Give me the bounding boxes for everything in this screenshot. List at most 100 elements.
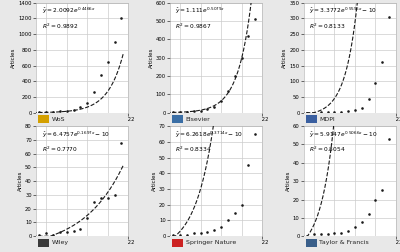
Point xyxy=(366,97,372,101)
Point xyxy=(204,230,211,234)
Point xyxy=(50,233,56,237)
Point xyxy=(177,233,183,237)
Text: $\hat{y} = 1.111e^{0.5079x}$: $\hat{y} = 1.111e^{0.5079x}$ xyxy=(175,6,226,16)
Y-axis label: Articles: Articles xyxy=(11,47,16,68)
Text: $\hat{y} = 6.2618e^{0.3714x} - 10$: $\hat{y} = 6.2618e^{0.3714x} - 10$ xyxy=(175,129,244,140)
Point xyxy=(118,141,125,145)
Text: $\hat{y} = 6.4757e^{0.1697x} - 10$: $\hat{y} = 6.4757e^{0.1697x} - 10$ xyxy=(42,129,110,140)
Point xyxy=(297,111,304,115)
Point xyxy=(372,81,379,85)
Text: $\hat{y} = 3.3772e^{0.5596x} - 10$: $\hat{y} = 3.3772e^{0.5596x} - 10$ xyxy=(309,6,377,16)
Point xyxy=(112,40,118,44)
Point xyxy=(70,229,77,233)
Point xyxy=(77,105,84,109)
Point xyxy=(43,232,50,236)
Point xyxy=(36,110,43,114)
Y-axis label: Articles: Articles xyxy=(152,171,157,191)
Text: $R^2 = 0.9867$: $R^2 = 0.9867$ xyxy=(175,21,212,30)
Text: Taylor & Francis: Taylor & Francis xyxy=(319,240,369,245)
Point xyxy=(36,233,43,237)
Point xyxy=(211,228,218,232)
Point xyxy=(331,110,338,114)
Point xyxy=(198,231,204,235)
Point xyxy=(297,234,304,238)
Point xyxy=(163,234,170,238)
Point xyxy=(104,196,111,200)
FancyBboxPatch shape xyxy=(38,115,49,123)
Point xyxy=(379,60,386,65)
Point xyxy=(345,109,351,113)
Point xyxy=(50,110,56,114)
Point xyxy=(345,229,351,233)
Point xyxy=(359,219,365,224)
FancyBboxPatch shape xyxy=(306,115,317,123)
Point xyxy=(225,89,231,93)
Point xyxy=(386,15,392,19)
Point xyxy=(238,203,245,207)
Point xyxy=(331,231,338,235)
Point xyxy=(352,108,358,112)
Point xyxy=(211,105,218,109)
Point xyxy=(177,110,183,114)
Text: $R^2 = 0.8054$: $R^2 = 0.8054$ xyxy=(309,145,346,154)
Point xyxy=(64,109,70,113)
Point xyxy=(91,89,97,93)
Point xyxy=(190,109,197,113)
Point xyxy=(91,200,97,204)
Point xyxy=(29,233,36,237)
Point xyxy=(352,225,358,229)
Point xyxy=(245,163,252,167)
Point xyxy=(170,233,176,237)
Point xyxy=(198,109,204,113)
Point xyxy=(372,198,379,202)
Text: MDPI: MDPI xyxy=(319,117,335,122)
Point xyxy=(70,108,77,112)
Point xyxy=(218,99,224,103)
Point xyxy=(311,111,317,115)
Point xyxy=(238,56,245,60)
Point xyxy=(170,110,176,114)
Point xyxy=(218,225,224,229)
Point xyxy=(57,230,63,234)
Point xyxy=(112,193,118,197)
Point xyxy=(118,16,125,20)
Point xyxy=(104,59,111,64)
Point xyxy=(245,34,252,38)
Point xyxy=(184,110,190,114)
Text: $\hat{y} = 2.0092e^{0.4466x}$: $\hat{y} = 2.0092e^{0.4466x}$ xyxy=(42,6,96,16)
Point xyxy=(379,188,386,192)
Text: $R^2 = 0.7770$: $R^2 = 0.7770$ xyxy=(42,145,77,154)
FancyBboxPatch shape xyxy=(172,239,183,247)
Y-axis label: Articles: Articles xyxy=(282,47,287,68)
Point xyxy=(232,211,238,215)
Y-axis label: Articles: Articles xyxy=(148,47,154,68)
Point xyxy=(57,109,63,113)
Point xyxy=(311,232,317,236)
Point xyxy=(204,107,211,111)
Point xyxy=(184,233,190,237)
Point xyxy=(304,234,310,238)
Point xyxy=(304,111,310,115)
Point xyxy=(252,132,258,136)
Point xyxy=(318,232,324,236)
Point xyxy=(338,110,344,114)
Point xyxy=(29,110,36,114)
Point xyxy=(338,231,344,235)
Point xyxy=(324,110,331,114)
FancyBboxPatch shape xyxy=(306,239,317,247)
Point xyxy=(252,17,258,21)
Text: Elsevier: Elsevier xyxy=(186,117,210,122)
FancyBboxPatch shape xyxy=(172,115,183,123)
Text: Springer Nature: Springer Nature xyxy=(186,240,236,245)
Text: WoS: WoS xyxy=(52,117,65,122)
Text: $\hat{y} = 5.9147e^{0.5066x} - 10$: $\hat{y} = 5.9147e^{0.5066x} - 10$ xyxy=(309,129,378,140)
Text: $R^2 = 0.8133$: $R^2 = 0.8133$ xyxy=(309,21,346,30)
Y-axis label: Articles: Articles xyxy=(286,171,291,191)
Point xyxy=(84,101,90,105)
Text: $R^2 = 0.9892$: $R^2 = 0.9892$ xyxy=(42,21,78,30)
Point xyxy=(43,110,50,114)
Point xyxy=(318,110,324,114)
Point xyxy=(84,216,90,220)
FancyBboxPatch shape xyxy=(38,239,49,247)
Point xyxy=(77,227,84,231)
